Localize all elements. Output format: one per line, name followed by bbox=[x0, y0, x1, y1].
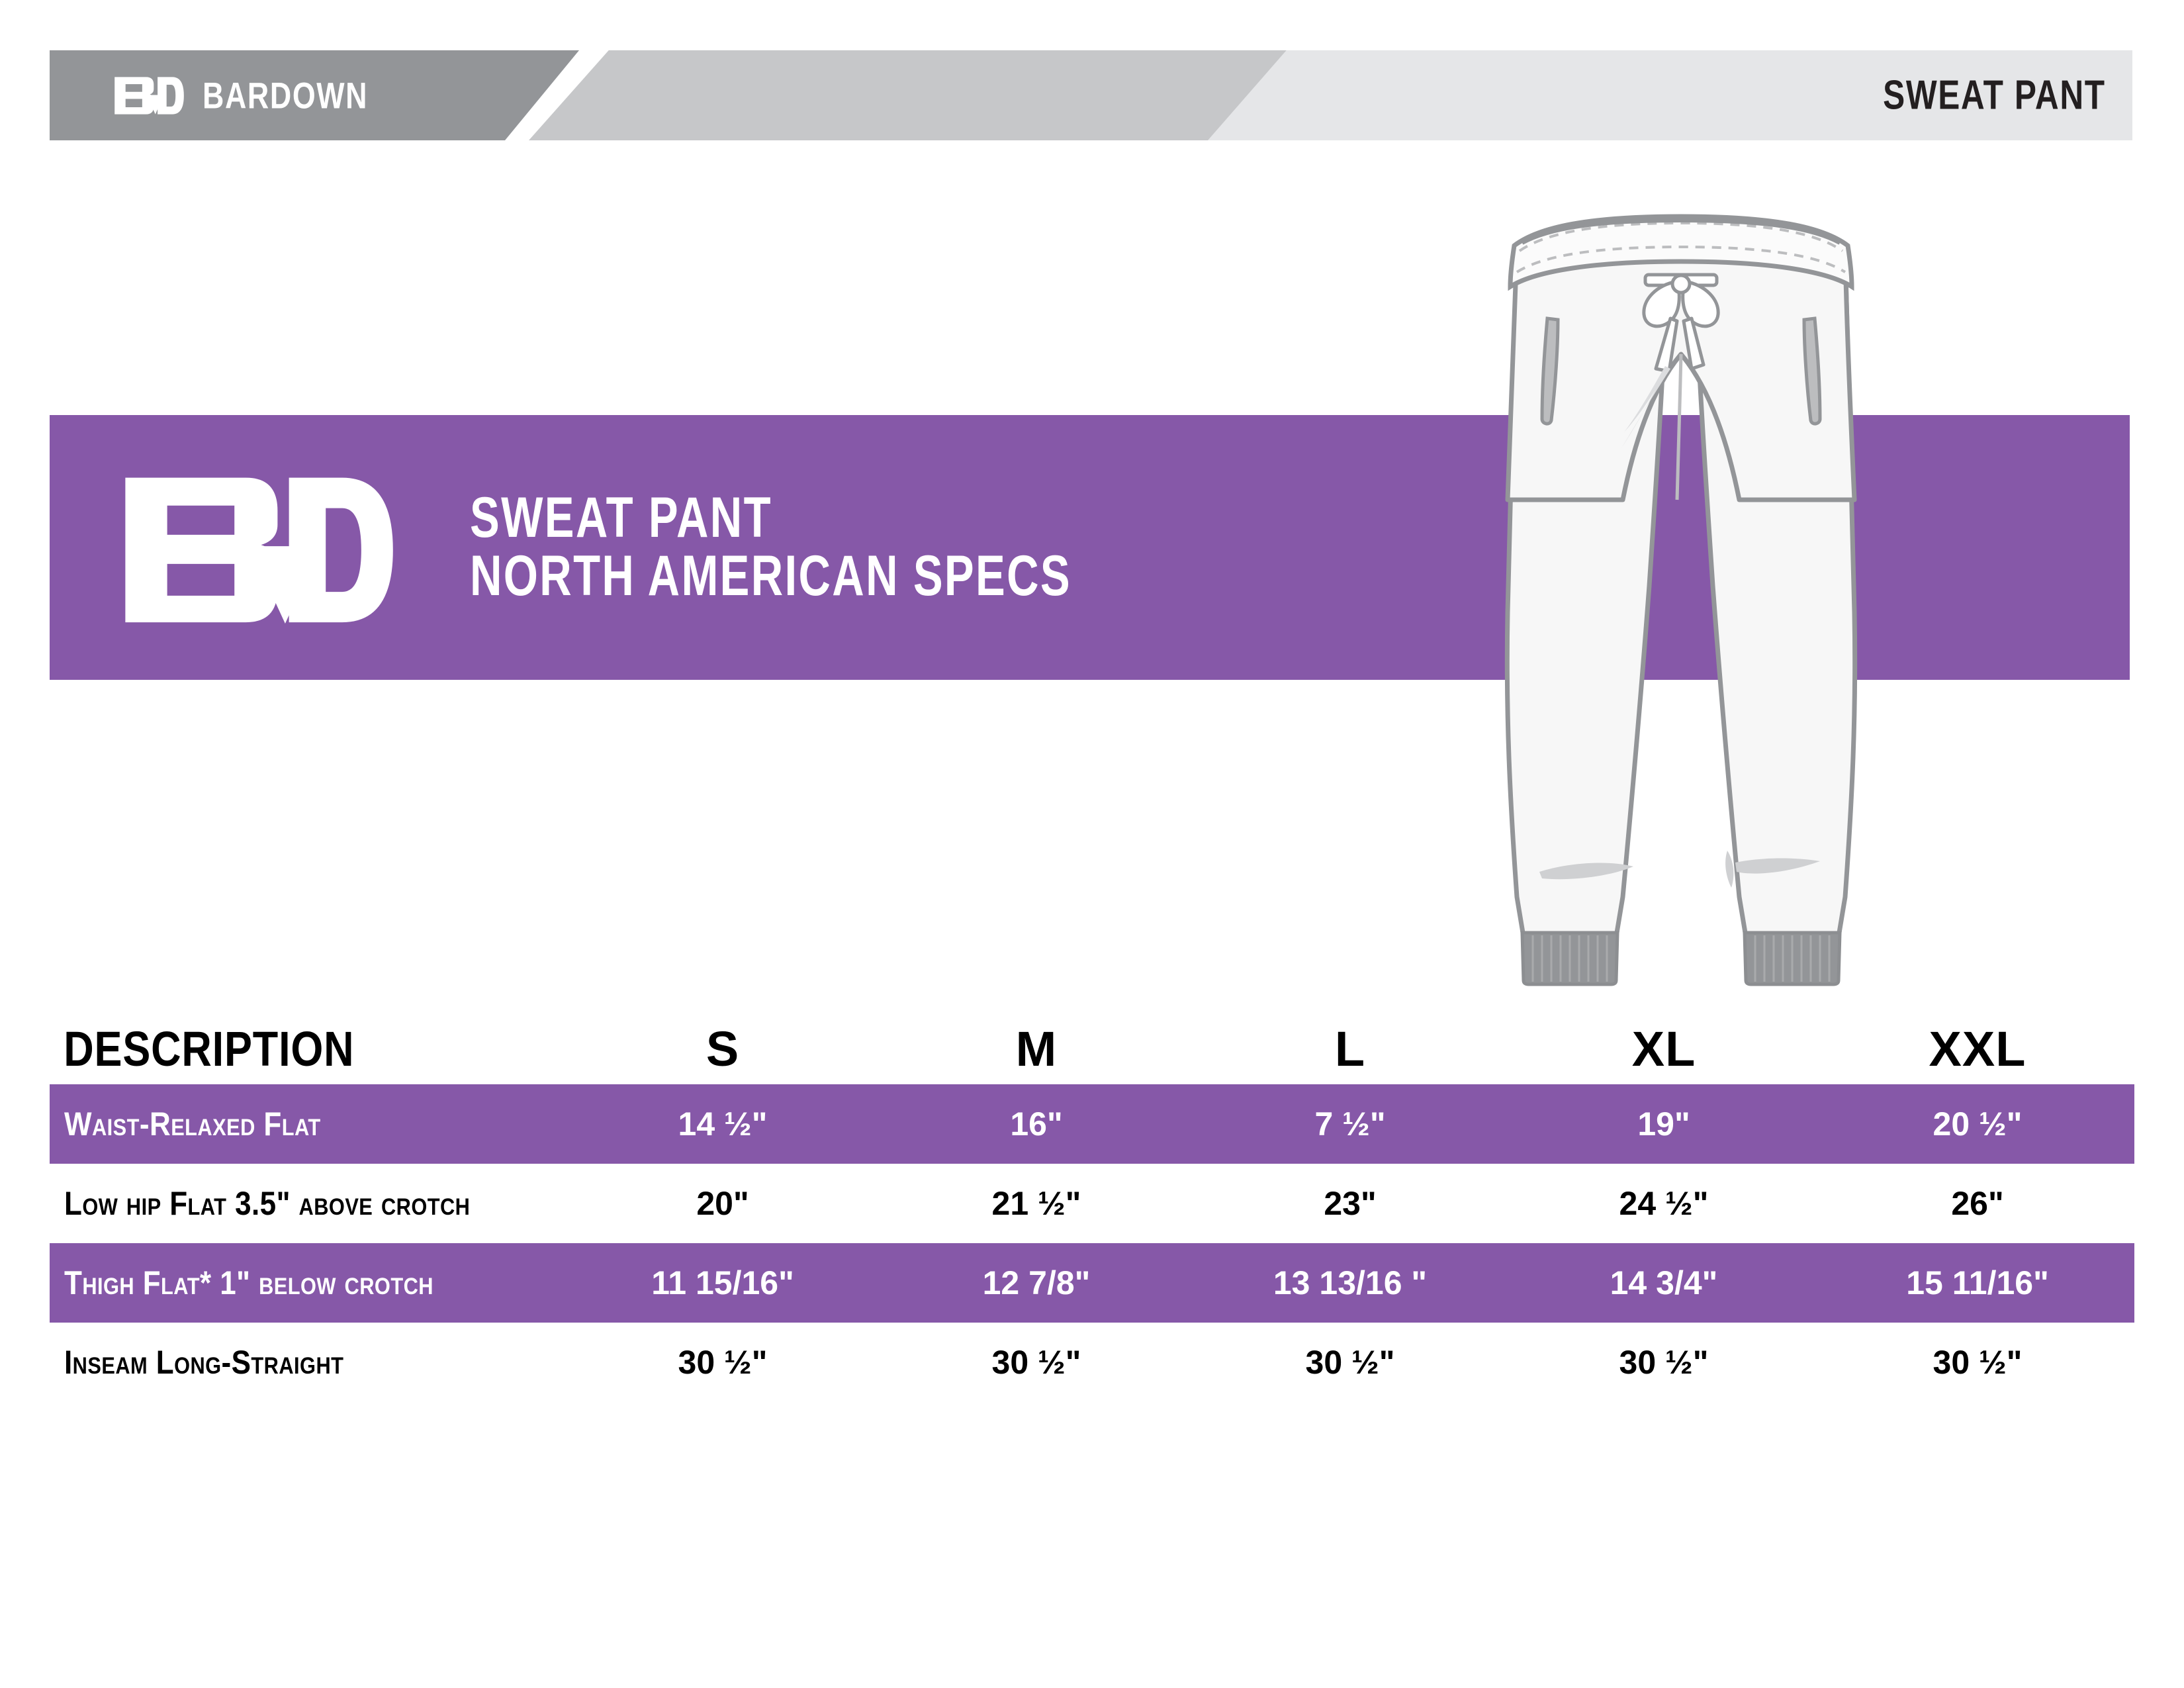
cuff-wrinkle-right bbox=[1735, 858, 1820, 874]
pocket-right bbox=[1802, 316, 1822, 426]
row-value-m: 30 ½" bbox=[991, 1344, 1081, 1381]
ribbed-cuff-left bbox=[1520, 931, 1619, 986]
row-value-s: 30 ½" bbox=[678, 1344, 768, 1381]
banner-title-block: SWEAT PANT NORTH AMERICAN SPECS bbox=[470, 489, 1241, 605]
column-header-description: DESCRIPTION bbox=[64, 1021, 355, 1076]
row-value-l: 13 13/16 " bbox=[1273, 1264, 1428, 1301]
row-value-xxl: 20 ½" bbox=[1933, 1105, 2023, 1143]
row-value-s: 20" bbox=[696, 1185, 749, 1222]
row-value-l: 23" bbox=[1324, 1185, 1377, 1222]
header-band-light bbox=[1208, 50, 2132, 140]
brand-lockup: BARDOWN bbox=[113, 74, 410, 117]
row-value-xxl: 26" bbox=[1951, 1185, 2004, 1222]
ribbed-cuff-right bbox=[1743, 931, 1842, 986]
row-value-m: 16" bbox=[1010, 1105, 1063, 1143]
cuff-wrinkle-right-2 bbox=[1725, 851, 1734, 888]
row-value-xxl: 15 11/16" bbox=[1906, 1264, 2049, 1301]
sweat-pant-technical-drawing bbox=[1504, 214, 1858, 986]
row-value-l: 7 ½" bbox=[1314, 1105, 1386, 1143]
row-description: Low hip Flat 3.5" above crotch bbox=[64, 1185, 471, 1222]
crotch-shading bbox=[1621, 366, 1670, 448]
table-header-row: DESCRIPTION S M L XL XXL bbox=[50, 1013, 2134, 1084]
row-value-m: 21 ½" bbox=[991, 1185, 1081, 1222]
row-value-xl: 19" bbox=[1637, 1105, 1690, 1143]
row-value-xxl: 30 ½" bbox=[1933, 1344, 2023, 1381]
row-description: Waist-Relaxed Flat bbox=[64, 1105, 321, 1143]
table-row: Low hip Flat 3.5" above crotch 20" 21 ½"… bbox=[50, 1164, 2134, 1243]
bd-logo-icon bbox=[125, 477, 393, 624]
cuff-wrinkle-left bbox=[1539, 863, 1633, 880]
row-value-s: 14 ½" bbox=[678, 1105, 768, 1143]
product-title-header: SWEAT PANT bbox=[1883, 72, 2106, 118]
column-header-m: M bbox=[1015, 1021, 1058, 1076]
table-row: Thigh Flat* 1" below crotch 11 15/16" 12… bbox=[50, 1243, 2134, 1323]
column-header-l: L bbox=[1334, 1021, 1366, 1076]
bd-logo-icon bbox=[114, 76, 184, 115]
row-description: Inseam Long-Straight bbox=[64, 1344, 344, 1381]
row-value-xl: 24 ½" bbox=[1619, 1185, 1709, 1222]
table-row: Waist-Relaxed Flat 14 ½" 16" 7 ½" 19" 20… bbox=[50, 1084, 2134, 1164]
size-spec-table: DESCRIPTION S M L XL XXL Waist-Relaxed F… bbox=[50, 1013, 2134, 1402]
banner-content: SWEAT PANT NORTH AMERICAN SPECS bbox=[113, 415, 1241, 680]
pocket-left bbox=[1540, 316, 1560, 426]
drawstring-bow bbox=[1642, 273, 1720, 373]
page-header-bar: BARDOWN SWEAT PANT bbox=[50, 50, 2132, 140]
row-value-s: 11 15/16" bbox=[651, 1264, 794, 1301]
column-header-xl: XL bbox=[1631, 1021, 1696, 1076]
waistband bbox=[1508, 214, 1854, 291]
row-description: Thigh Flat* 1" below crotch bbox=[64, 1264, 433, 1301]
banner-title-line-2: NORTH AMERICAN SPECS bbox=[470, 544, 1071, 608]
column-header-s: S bbox=[705, 1021, 740, 1076]
table-row: Inseam Long-Straight 30 ½" 30 ½" 30 ½" 3… bbox=[50, 1323, 2134, 1402]
row-value-m: 12 7/8" bbox=[982, 1264, 1091, 1301]
row-value-xl: 14 3/4" bbox=[1610, 1264, 1718, 1301]
row-value-l: 30 ½" bbox=[1305, 1344, 1395, 1381]
row-value-xl: 30 ½" bbox=[1619, 1344, 1709, 1381]
header-band-medium bbox=[529, 50, 1290, 140]
column-header-xxl: XXL bbox=[1929, 1021, 2026, 1076]
brand-name: BARDOWN bbox=[203, 74, 369, 117]
banner-title-line-1: SWEAT PANT bbox=[470, 486, 772, 550]
